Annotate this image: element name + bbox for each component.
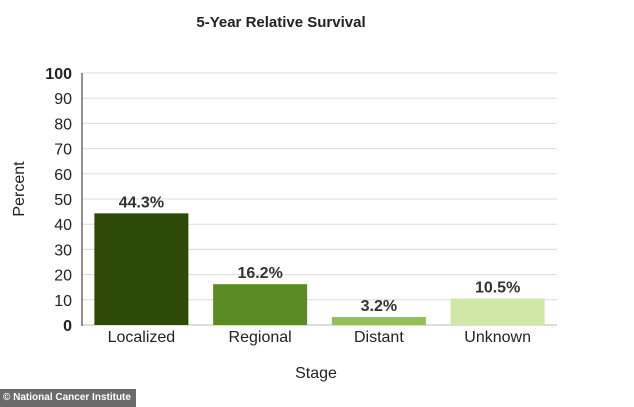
y-tick-label: 30 [54,242,72,259]
value-label-unknown: 10.5% [475,280,520,297]
bar-chart: 5-Year Relative Survival 0 10 20 30 40 50 60 70… [11,14,557,382]
y-tick-label: 100 [45,66,72,83]
y-tick-label: 10 [54,293,72,310]
y-tick-label: 20 [54,268,72,285]
y-axis-label: Percent [11,161,28,217]
category-label-localized: Localized [108,329,176,346]
x-axis-label: Stage [295,365,337,382]
category-label-unknown: Unknown [464,329,531,346]
y-tick-label: 40 [54,217,72,234]
value-labels: 44.3% 16.2% 3.2% 10.5% [119,194,521,315]
category-labels: Localized Regional Distant Unknown [108,329,531,346]
value-label-localized: 44.3% [119,194,164,211]
bar-regional [213,284,308,325]
value-label-regional: 16.2% [237,265,282,282]
category-label-regional: Regional [229,329,292,346]
y-tick-label: 70 [54,142,72,159]
y-tick-label: 50 [54,192,72,209]
y-axis-ticks: 0 10 20 30 40 50 60 70 80 90 100 [45,66,72,335]
bar-distant [331,316,426,325]
chart-title: 5-Year Relative Survival [196,14,365,31]
y-tick-label: 0 [63,318,72,335]
value-label-distant: 3.2% [361,298,397,315]
bar-unknown [450,298,545,325]
credit-badge: © National Cancer Institute [0,389,136,407]
y-tick-label: 90 [54,91,72,108]
y-tick-label: 60 [54,167,72,184]
bars [94,213,545,325]
category-label-distant: Distant [354,329,404,346]
y-tick-label: 80 [54,116,72,133]
bar-localized [94,213,189,325]
